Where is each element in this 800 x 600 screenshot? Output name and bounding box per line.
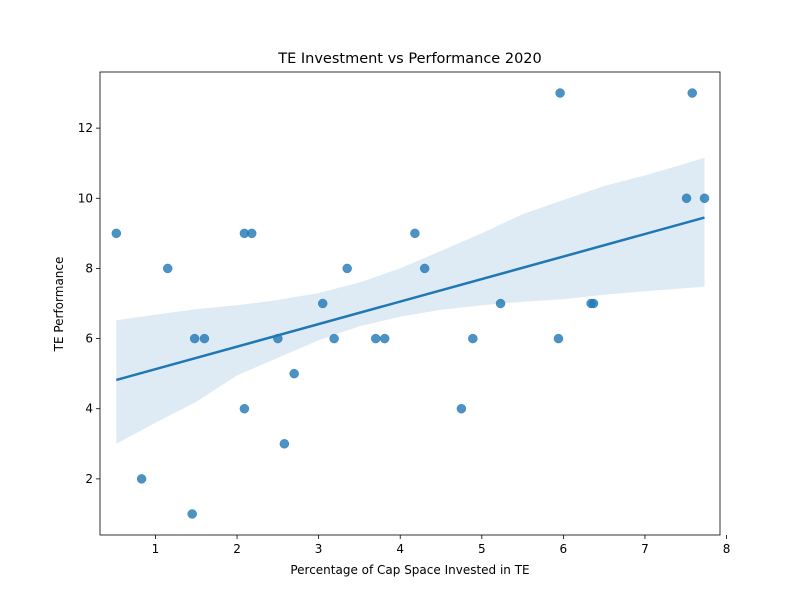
data-point bbox=[289, 368, 299, 379]
data-point bbox=[342, 263, 352, 274]
data-point bbox=[246, 228, 257, 239]
data-point bbox=[495, 298, 506, 309]
x-tick-label: 4 bbox=[396, 542, 404, 556]
data-point bbox=[555, 88, 565, 98]
data-point bbox=[187, 509, 197, 519]
data-point bbox=[419, 263, 430, 274]
x-tick-label: 3 bbox=[315, 542, 323, 556]
y-tick-label: 6 bbox=[85, 332, 93, 346]
data-point bbox=[588, 298, 599, 309]
y-tick-label: 12 bbox=[78, 121, 93, 135]
y-tick-label: 8 bbox=[85, 261, 93, 275]
data-point bbox=[136, 474, 147, 484]
data-point bbox=[199, 333, 210, 344]
y-tick-label: 4 bbox=[85, 402, 93, 416]
y-tick-label: 2 bbox=[85, 472, 93, 486]
data-point bbox=[379, 333, 390, 344]
data-point bbox=[239, 403, 250, 414]
x-tick-label: 7 bbox=[641, 542, 649, 556]
data-point bbox=[468, 333, 478, 344]
x-tick-label: 6 bbox=[560, 542, 568, 556]
data-point bbox=[370, 333, 381, 344]
data-point bbox=[699, 193, 710, 204]
data-point bbox=[317, 298, 328, 309]
data-point bbox=[329, 333, 339, 344]
data-point bbox=[279, 439, 290, 449]
y-tick-label: 10 bbox=[78, 191, 93, 205]
chart-title: TE Investment vs Performance 2020 bbox=[277, 51, 542, 67]
x-axis-label: Percentage of Cap Space Invested in TE bbox=[290, 563, 529, 577]
data-point bbox=[687, 88, 698, 98]
data-point bbox=[681, 193, 692, 204]
x-tick-label: 8 bbox=[723, 542, 731, 556]
x-tick-label: 2 bbox=[233, 542, 241, 556]
axes-frame bbox=[99, 71, 721, 536]
x-tick-label: 1 bbox=[152, 542, 160, 556]
data-point bbox=[553, 333, 564, 344]
y-axis-label: TE Performance bbox=[52, 257, 66, 353]
data-point bbox=[162, 263, 173, 274]
regression-line bbox=[115, 216, 705, 382]
confidence-band bbox=[116, 157, 705, 444]
data-point bbox=[111, 228, 122, 239]
data-point bbox=[410, 228, 420, 239]
data-point bbox=[189, 333, 200, 344]
x-tick-label: 5 bbox=[478, 542, 486, 556]
data-point bbox=[456, 403, 467, 414]
